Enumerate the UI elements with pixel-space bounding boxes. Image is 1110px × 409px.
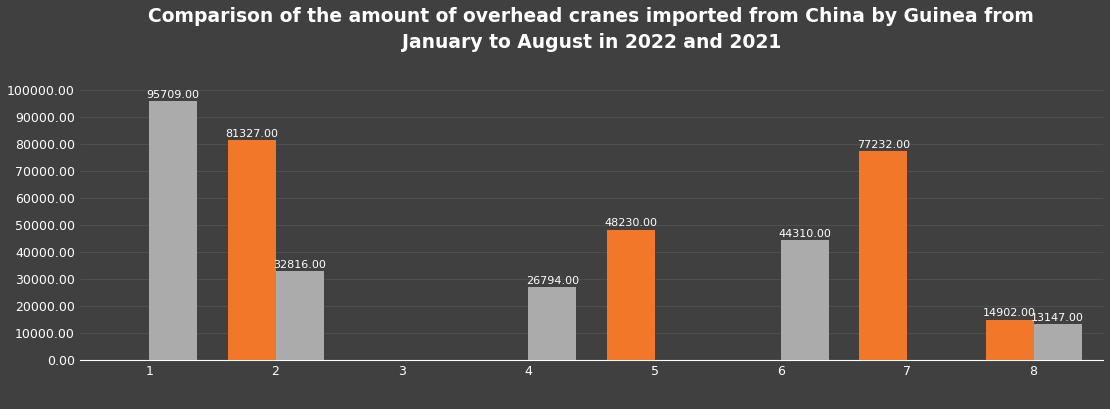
- Bar: [149, 101, 198, 360]
- Text: 26794.00: 26794.00: [526, 276, 578, 286]
- Text: 77232.00: 77232.00: [857, 140, 910, 150]
- Bar: [606, 229, 655, 360]
- Bar: [780, 240, 829, 360]
- Bar: [275, 271, 323, 360]
- Text: 81327.00: 81327.00: [225, 129, 278, 139]
- Text: 95709.00: 95709.00: [147, 90, 200, 100]
- Bar: [986, 319, 1033, 360]
- Bar: [528, 288, 576, 360]
- Text: 32816.00: 32816.00: [273, 260, 326, 270]
- Text: 13147.00: 13147.00: [1031, 313, 1084, 323]
- Bar: [1033, 324, 1081, 360]
- Title: Comparison of the amount of overhead cranes imported from China by Guinea from
J: Comparison of the amount of overhead cra…: [149, 7, 1035, 52]
- Bar: [859, 151, 907, 360]
- Text: 48230.00: 48230.00: [604, 218, 657, 228]
- Text: 14902.00: 14902.00: [983, 308, 1036, 318]
- Text: 44310.00: 44310.00: [778, 229, 831, 239]
- Bar: [228, 140, 275, 360]
